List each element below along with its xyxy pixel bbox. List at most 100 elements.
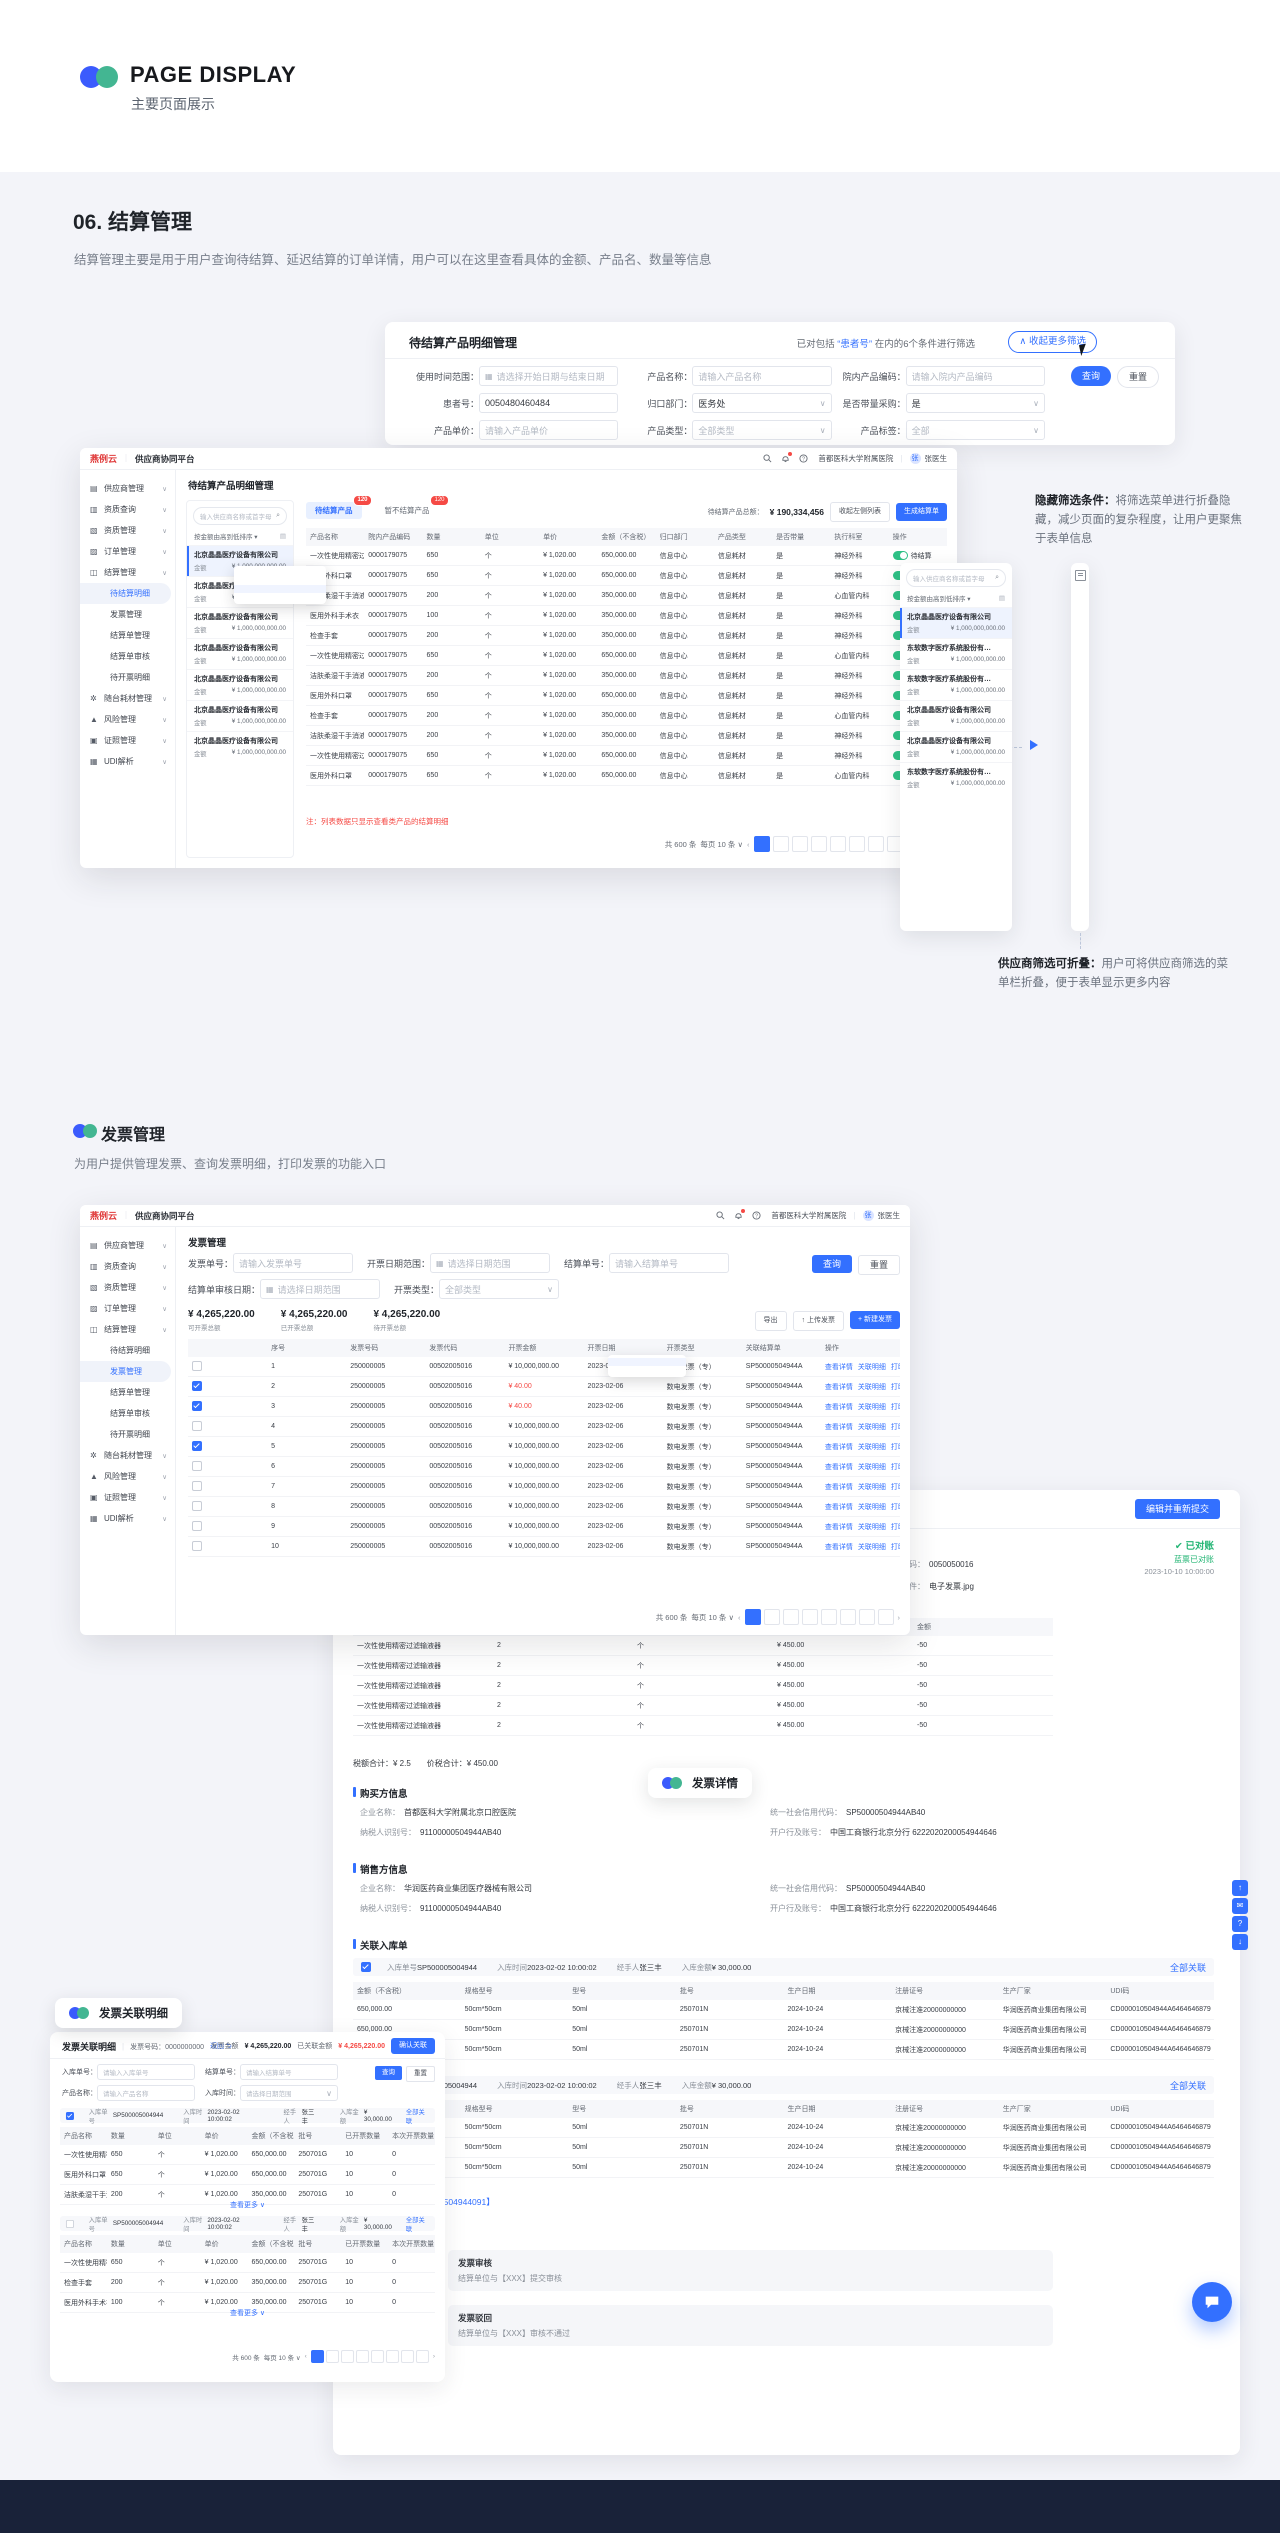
row-checkbox[interactable] [192, 1440, 202, 1451]
supplier-list-item[interactable]: 北京晶晶医疗设备有限公司 金额¥ 1,000,000,000.00 [187, 607, 293, 638]
sidebar-item[interactable]: ▦ UDI解析 ∨ [80, 751, 175, 772]
sidebar-item[interactable]: ▤ 供应商管理 ∨ [80, 478, 175, 499]
table-action-link[interactable]: 打印发票 [890, 1523, 900, 1531]
sidebar-item[interactable]: ◫ 结算管理 ∨ [80, 562, 175, 583]
sidebar-item[interactable]: ◫ 结算管理 ∨ [80, 1319, 175, 1340]
user-name[interactable]: 张医生 [877, 1211, 901, 1220]
side-action-buttons[interactable]: ↑ ✉? ↓ [1232, 1880, 1248, 1950]
link-all-button[interactable]: 全部关联 [1169, 2080, 1206, 2091]
collapse-left-list-button[interactable]: 收起左侧列表 [830, 502, 890, 522]
sidebar-item[interactable]: 待开票明细 [80, 667, 175, 688]
supplier-list-item[interactable]: 北京晶晶医疗设备有限公司 金额¥ 1,000,000,000.00 [900, 731, 1012, 762]
expand-panel-icon[interactable] [1074, 570, 1086, 581]
sidebar-item[interactable]: 待开票明细 [80, 1424, 175, 1445]
create-invoice-button[interactable]: + 新建发票 [849, 1311, 900, 1329]
page-number-button[interactable] [820, 1609, 837, 1625]
field-input[interactable]: ▦请选择日期范围∨ [430, 1253, 551, 1273]
sort-menu-item[interactable] [234, 577, 326, 585]
page-number-button[interactable] [839, 1609, 856, 1625]
table-action-link[interactable]: 打印发票 [890, 1363, 900, 1371]
page-number-button[interactable] [801, 1609, 818, 1625]
field-input[interactable]: ▦请输入产品单价∨ [479, 420, 619, 440]
collapse-filters-button[interactable]: ∧ 收起更多筛选 [1008, 331, 1097, 353]
avatar[interactable]: 张 [862, 1210, 874, 1221]
page-number-button[interactable] [370, 2350, 384, 2363]
field-input[interactable]: ▦请输入院内产品编码∨ [905, 366, 1045, 386]
supplier-list-item[interactable]: 北京晶晶医疗设备有限公司 金额¥ 1,000,000,000.00 [187, 638, 293, 669]
view-more-link[interactable]: 查看更多 ∨ [229, 2310, 266, 2317]
field-input[interactable]: ▦请输入产品名称∨ [692, 366, 832, 386]
table-action-link[interactable]: 打印发票 [890, 1423, 900, 1431]
field-input[interactable]: ▦请输入发票单号∨ [233, 1253, 354, 1273]
help-icon[interactable]: ? [799, 454, 808, 463]
table-action-link[interactable]: 打印发票 [890, 1503, 900, 1511]
field-input[interactable]: ▦全部∨ [905, 420, 1045, 440]
prev-page-button[interactable]: ‹ [738, 1612, 741, 1622]
sidebar-item[interactable]: ▥ 资质查询 ∨ [80, 1256, 175, 1277]
row-checkbox[interactable] [192, 1520, 202, 1531]
bell-icon[interactable] [781, 452, 793, 463]
page-number-button[interactable] [385, 2350, 399, 2363]
sidebar-item[interactable]: 待结算明细 [80, 583, 171, 604]
page-size-select[interactable]: 每页 10 条 ∨ [700, 839, 743, 849]
tab-not-settlement[interactable]: 暂不结算产品 120 [376, 495, 449, 519]
settle-toggle[interactable] [892, 551, 908, 561]
supplier-list-item[interactable]: 东软数字医疗系统股份有… 金额 ¥ 1,000,000,000.00 [900, 638, 1012, 669]
supplier-list-item[interactable]: 北京晶晶医疗设备有限公司 金额¥ 1,000,000,000.00 [900, 607, 1012, 638]
page-number-button[interactable] [848, 836, 865, 852]
row-checkbox[interactable] [192, 1540, 202, 1551]
sidebar-item[interactable]: 结算单审核 [80, 1403, 175, 1424]
row-checkbox[interactable] [192, 1360, 202, 1371]
sidebar-item[interactable]: 结算单管理 [80, 625, 175, 646]
field-input[interactable]: 请选择日期范围 ∨ [240, 2085, 338, 2101]
row-checkbox[interactable] [192, 1460, 202, 1471]
page-number-button[interactable] [415, 2350, 429, 2363]
field-input[interactable]: ▦是∨ [905, 393, 1045, 413]
field-input[interactable]: ▦请输入结算单号∨ [609, 1253, 730, 1273]
row-checkbox[interactable] [361, 1962, 371, 1972]
table-action-link[interactable]: 查看详情 [824, 1543, 853, 1551]
table-action-link[interactable]: 关联明细 [857, 1463, 886, 1471]
help-icon[interactable]: ? [752, 1211, 761, 1220]
table-action-link[interactable]: 查看详情 [824, 1523, 853, 1531]
user-name[interactable]: 张医生 [924, 454, 948, 463]
table-action-link[interactable]: 打印发票 [890, 1463, 900, 1471]
export-button[interactable]: 导出 [754, 1311, 787, 1331]
supplier-sort-row[interactable]: 按金额由高到低排序 ▾ ▤ [194, 533, 286, 541]
row-checkbox[interactable] [65, 2219, 74, 2228]
table-action-link[interactable]: 查看详情 [824, 1483, 853, 1491]
page-number-button[interactable] [867, 836, 884, 852]
page-number-button[interactable] [325, 2350, 339, 2363]
supplier-list-item[interactable]: 北京晶晶医疗设备有限公司 金额¥ 1,000,000,000.00 [187, 669, 293, 700]
sidebar-item[interactable]: ▥ 资质查询 ∨ [80, 499, 175, 520]
supplier-list-item[interactable]: 东软数字医疗系统股份有… 金额 ¥ 1,000,000,000.00 [900, 669, 1012, 700]
sidebar-item[interactable]: 待结算明细 [80, 1340, 175, 1361]
sidebar-item[interactable]: ▲ 风险管理 ∨ [80, 1466, 175, 1487]
avatar[interactable]: 张 [909, 453, 921, 464]
field-input[interactable]: ▦医务处∨ [692, 393, 832, 413]
page-number-button[interactable] [782, 1609, 799, 1625]
sidebar-item[interactable]: ▲ 风险管理 ∨ [80, 709, 175, 730]
field-input[interactable]: ▦请选择日期范围∨ [260, 1279, 381, 1299]
table-action-link[interactable]: 关联明细 [857, 1423, 886, 1431]
query-button[interactable]: 查询 [375, 2066, 402, 2080]
sidebar-item[interactable]: ▧ 资质管理 ∨ [80, 520, 175, 541]
reset-button[interactable]: 重置 [857, 1255, 900, 1275]
page-number-button[interactable] [810, 836, 827, 852]
sidebar-item[interactable]: ▦ UDI解析 ∨ [80, 1508, 175, 1529]
field-input[interactable]: 请输入产品名称∨ [97, 2085, 195, 2101]
page-size-select[interactable]: 每页 10 条 ∨ [263, 2354, 301, 2362]
table-action-link[interactable]: 查看详情 [824, 1423, 853, 1431]
table-action-link[interactable]: 关联明细 [857, 1403, 886, 1411]
table-action-link[interactable]: 打印发票 [890, 1383, 900, 1391]
invoice-type-option[interactable] [608, 1366, 686, 1374]
search-icon[interactable] [763, 454, 772, 463]
floating-chat-button[interactable] [1192, 2282, 1232, 2322]
sidebar-item[interactable]: 发票管理 [80, 604, 175, 625]
supplier-search-input[interactable]: 输入供应商名称或首字母 ⌕ [906, 569, 1006, 587]
page-number-button[interactable] [877, 1609, 894, 1625]
tab-pending-settlement[interactable]: 待结算产品 120 [306, 495, 372, 519]
demo-supplier-panel-collapsed[interactable] [1071, 563, 1089, 931]
collapse-panel-icon[interactable]: ▤ [998, 595, 1005, 602]
link-all-button[interactable]: 全部关联 [1169, 1962, 1206, 1973]
